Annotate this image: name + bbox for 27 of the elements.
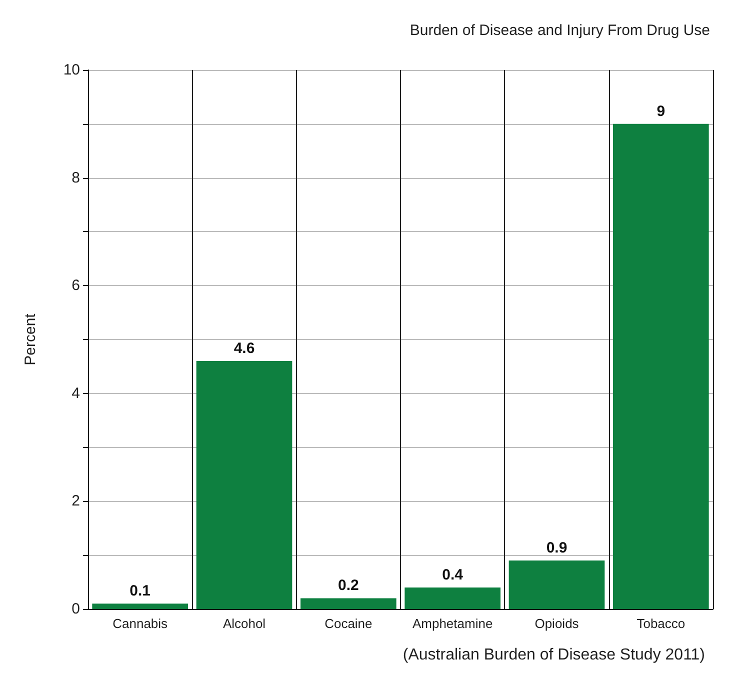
y-tick-label: 2 — [72, 492, 80, 510]
data-label: 9 — [656, 102, 666, 120]
y-tick-label: 0 — [72, 600, 80, 618]
data-label: 0.9 — [546, 539, 568, 556]
bar — [300, 598, 396, 609]
chart-title: Burden of Disease and Injury From Drug Use — [410, 22, 710, 39]
bar — [613, 124, 709, 609]
y-tick-label: 8 — [72, 169, 80, 186]
x-tick-label: Cannabis — [112, 616, 168, 631]
x-tick-label: Cocaine — [324, 616, 372, 631]
bar — [196, 361, 292, 609]
bar — [508, 560, 605, 609]
y-axis-title: Percent — [22, 312, 39, 366]
x-tick-label: Amphetamine — [412, 616, 493, 631]
text: (Australian Burden of Disease Study 2011) — [402, 646, 705, 664]
x-tick-label: Tobacco — [636, 616, 686, 631]
data-label: 0.1 — [130, 582, 151, 600]
data-label: 0.2 — [338, 577, 359, 594]
y-tick-label: 6 — [72, 277, 80, 294]
x-tick-label: Opioids — [534, 616, 580, 631]
bar — [92, 604, 188, 609]
y-tick-label: 4 — [72, 384, 80, 402]
data-label: 0.4 — [442, 566, 464, 584]
data-label: 4.6 — [234, 340, 255, 358]
bar — [404, 587, 500, 609]
x-tick-label: Alcohol — [222, 616, 266, 631]
y-tick-label: 10 — [63, 62, 80, 78]
